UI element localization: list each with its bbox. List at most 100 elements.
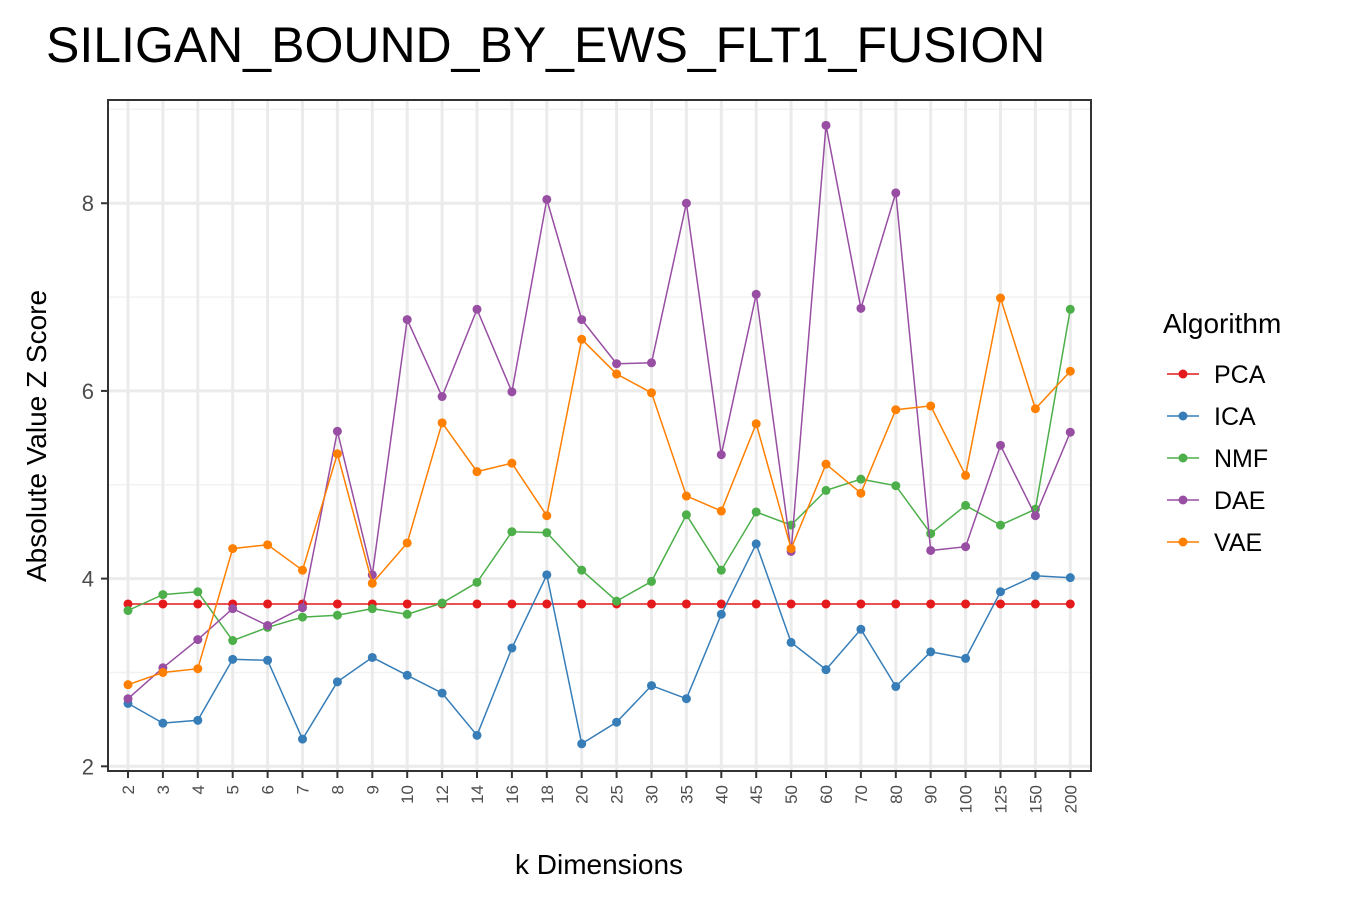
data-point-vae — [996, 293, 1005, 303]
x-axis-title: k Dimensions — [515, 849, 683, 880]
data-point-ica — [716, 609, 726, 619]
data-point-nmf — [367, 604, 377, 614]
data-point-vae — [332, 449, 342, 459]
data-point-vae — [1065, 366, 1075, 376]
data-point-dae — [751, 289, 761, 299]
data-point-ica — [891, 682, 901, 692]
data-point-vae — [716, 506, 726, 516]
grid — [108, 100, 1091, 771]
legend-label: DAE — [1214, 487, 1265, 515]
data-point-dae — [123, 694, 133, 704]
data-point-dae — [681, 198, 691, 208]
data-point-dae — [437, 392, 447, 402]
data-point-nmf — [926, 529, 936, 539]
data-point-nmf — [542, 528, 552, 538]
data-point-dae — [228, 604, 238, 614]
data-point-nmf — [716, 565, 726, 575]
data-point-pca — [402, 599, 412, 609]
data-point-nmf — [123, 606, 133, 616]
x-tick-label: 2 — [119, 785, 138, 794]
data-point-ica — [507, 643, 517, 653]
x-tick-label: 9 — [363, 785, 382, 794]
data-point-ica — [542, 570, 552, 580]
data-point-nmf — [612, 596, 622, 606]
x-tick-label: 3 — [154, 785, 173, 794]
data-point-nmf — [577, 565, 587, 575]
data-point-pca — [1065, 599, 1075, 609]
data-point-vae — [402, 538, 412, 548]
data-point-ica — [961, 653, 971, 663]
x-tick-label: 10 — [398, 785, 417, 804]
data-point-ica — [437, 688, 447, 698]
x-tick-label: 90 — [922, 785, 941, 804]
legend-item-nmf: NMF — [1167, 445, 1268, 473]
y-tick-label: 2 — [82, 754, 94, 779]
data-point-vae — [1030, 404, 1040, 414]
legend-label: VAE — [1214, 529, 1262, 557]
data-point-ica — [472, 730, 482, 740]
x-tick-label: 40 — [712, 785, 731, 804]
data-point-vae — [751, 419, 761, 429]
data-point-dae — [577, 315, 587, 325]
data-point-dae — [856, 303, 866, 313]
data-point-vae — [786, 544, 796, 554]
data-point-nmf — [332, 610, 342, 620]
data-point-nmf — [437, 598, 447, 608]
data-point-ica — [751, 539, 761, 549]
data-point-ica — [402, 670, 412, 680]
x-tick-label: 200 — [1061, 785, 1080, 813]
legend-item-ica: ICA — [1167, 403, 1256, 431]
data-point-vae — [507, 458, 517, 468]
x-tick-label: 35 — [677, 785, 696, 804]
data-point-nmf — [647, 576, 656, 586]
data-point-nmf — [1065, 304, 1075, 314]
legend-label: ICA — [1214, 403, 1256, 431]
x-tick-label: 70 — [852, 785, 871, 804]
data-point-vae — [193, 664, 203, 674]
data-point-pca — [786, 599, 796, 609]
data-point-ica — [786, 637, 796, 647]
x-tick-label: 125 — [992, 785, 1011, 813]
series-line-nmf — [127, 309, 1072, 642]
data-point-dae — [716, 450, 726, 460]
x-tick-label: 4 — [189, 785, 208, 794]
data-point-ica — [647, 681, 656, 691]
plot-background — [108, 100, 1091, 771]
data-point-dae — [996, 440, 1005, 450]
data-point-ica — [996, 587, 1005, 597]
data-point-pca — [158, 599, 168, 609]
x-tick-label: 20 — [573, 785, 592, 804]
data-point-pca — [263, 599, 273, 609]
data-point-nmf — [856, 474, 866, 484]
data-point-pca — [647, 599, 656, 609]
data-point-pca — [716, 599, 726, 609]
data-point-pca — [1030, 599, 1040, 609]
data-point-vae — [647, 388, 656, 398]
data-point-ica — [577, 739, 587, 749]
data-point-vae — [263, 540, 273, 550]
y-tick-label: 6 — [82, 379, 94, 404]
data-point-nmf — [681, 510, 691, 520]
x-tick-label: 7 — [294, 785, 313, 794]
data-point-ica — [1030, 571, 1040, 581]
data-point-nmf — [891, 481, 901, 491]
x-tick-label: 30 — [643, 785, 662, 804]
x-tick-label: 18 — [538, 785, 557, 804]
series-layer — [123, 120, 1075, 749]
data-point-dae — [612, 359, 622, 369]
data-point-vae — [926, 401, 936, 411]
data-point-dae — [821, 120, 831, 130]
data-point-dae — [193, 635, 203, 645]
data-point-nmf — [228, 636, 238, 646]
legend-key-point — [1178, 411, 1188, 421]
data-point-nmf — [751, 507, 761, 517]
data-point-vae — [123, 680, 133, 690]
x-tick-label: 14 — [468, 785, 487, 804]
data-point-nmf — [298, 612, 307, 622]
data-point-vae — [891, 405, 901, 415]
data-point-ica — [681, 694, 691, 704]
data-point-pca — [961, 599, 971, 609]
data-point-pca — [681, 599, 691, 609]
data-point-dae — [332, 426, 342, 436]
